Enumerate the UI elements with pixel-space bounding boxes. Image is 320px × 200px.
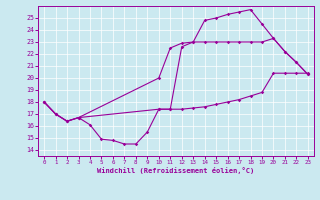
X-axis label: Windchill (Refroidissement éolien,°C): Windchill (Refroidissement éolien,°C) [97, 167, 255, 174]
